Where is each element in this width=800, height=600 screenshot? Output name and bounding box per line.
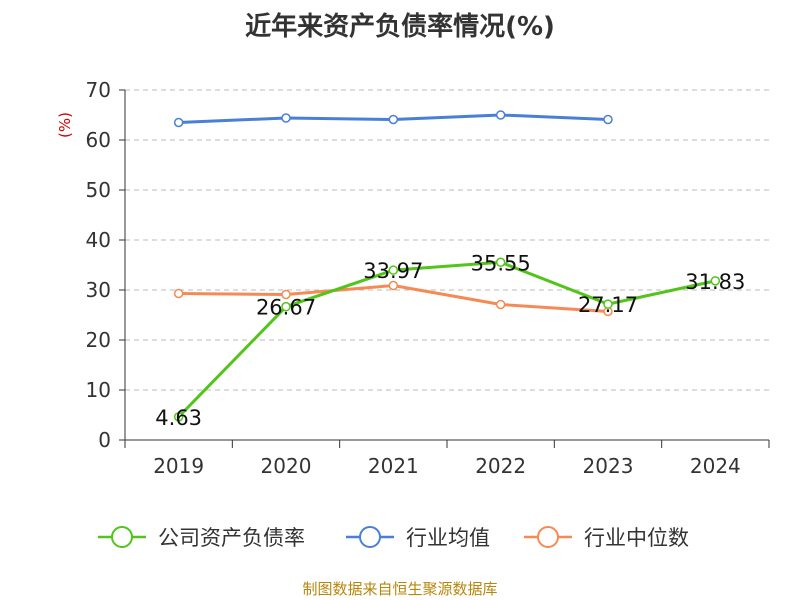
data-label: 31.83	[685, 270, 745, 294]
grid-lines	[125, 89, 769, 391]
y-tick-label: 30	[86, 278, 111, 302]
data-point	[281, 289, 291, 300]
x-tick-label: 2021	[368, 454, 419, 478]
legend-marker	[359, 526, 381, 548]
data-label: 27.17	[578, 293, 638, 317]
data-point	[495, 257, 506, 267]
y-tick-label: 10	[86, 378, 111, 402]
legend-marker	[537, 526, 559, 548]
chart-title: 近年来资产负债率情况(%)	[245, 12, 555, 42]
data-point	[173, 412, 184, 422]
x-tick-label: 2024	[690, 454, 741, 478]
source-footer: 制图数据来自恒生聚源数据库	[302, 580, 498, 598]
y-axis-label: (%)	[56, 112, 74, 138]
data-label: 35.55	[471, 251, 531, 275]
data-point	[388, 280, 399, 291]
data-point	[281, 113, 291, 123]
data-point	[495, 110, 506, 120]
y-tick-label: 70	[86, 78, 111, 102]
series-line	[177, 260, 716, 418]
data-point	[173, 117, 184, 128]
x-tick-label: 2023	[583, 454, 634, 478]
y-tick-label: 20	[86, 328, 111, 352]
legend-label: 行业中位数	[584, 526, 689, 550]
legend-label: 公司资产负债率	[158, 526, 305, 550]
data-point	[388, 114, 399, 125]
data-point	[603, 299, 613, 309]
data-point	[388, 265, 399, 275]
data-label: 33.97	[363, 259, 423, 283]
legend: 公司资产负债率 行业均值 行业中位数	[98, 526, 689, 550]
axes: 0 10 20 30 40 50 60 70 (%) 2019 2020 2021 2022 2023 20…	[56, 78, 770, 478]
x-tick-label: 2020	[261, 454, 312, 478]
y-tick-label: 50	[86, 178, 111, 202]
data-point	[603, 114, 613, 125]
series-layer	[173, 110, 721, 422]
data-point	[281, 301, 291, 312]
data-label: 26.67	[256, 296, 316, 320]
y-tick-label: 40	[86, 228, 111, 252]
x-tick-label: 2019	[153, 454, 204, 478]
data-point	[173, 288, 184, 299]
data-point	[495, 299, 506, 310]
y-tick-label: 60	[86, 128, 111, 152]
legend-marker	[111, 526, 133, 548]
x-tick-label: 2022	[475, 454, 526, 478]
data-label: 4.63	[155, 406, 202, 430]
y-tick-label: 0	[98, 428, 111, 452]
legend-label: 行业均值	[406, 526, 490, 550]
data-labels: 4.63 26.67 33.97 35.55 27.17 31.83	[155, 251, 745, 430]
data-point	[710, 276, 721, 286]
